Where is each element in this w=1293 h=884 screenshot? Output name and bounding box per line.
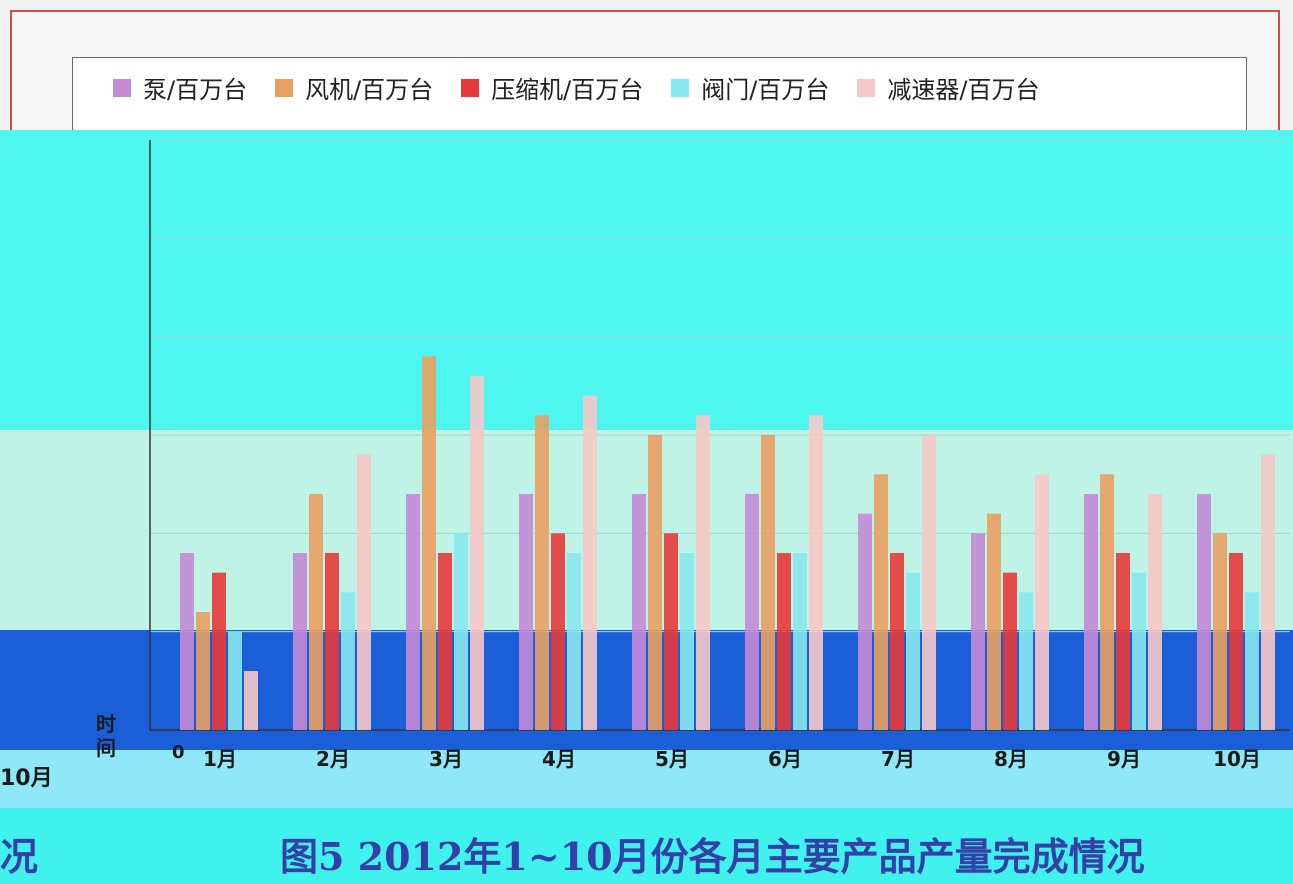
bar [632,494,646,730]
legend-item-reducer: 减速器/百万台 [857,70,1039,105]
legend-item-valve: 阀门/百万台 [671,70,829,105]
bar [567,553,581,730]
bar [212,573,226,730]
bar [793,553,807,730]
bar [325,553,339,730]
legend-label-compressor: 压缩机/百万台 [491,70,643,105]
bar [745,494,759,730]
chart-legend: 泵/百万台 风机/百万台 压缩机/百万台 阀门/百万台 减速器/百万台 [72,57,1247,132]
bar [809,415,823,730]
bar [761,435,775,730]
bar [293,553,307,730]
legend-swatch-valve [671,79,689,97]
bar [196,612,210,730]
x-tick-label: 10月 [1213,747,1261,771]
legend-label-valve: 阀门/百万台 [701,70,829,105]
caption-left-fragment: 况 [0,826,38,881]
bar [244,671,258,730]
bar [922,435,936,730]
legend-items: 泵/百万台 风机/百万台 压缩机/百万台 阀门/百万台 减速器/百万台 [113,70,1236,105]
bar [648,435,662,730]
legend-label-reducer: 减速器/百万台 [887,70,1039,105]
bar [1245,592,1259,730]
plot-band-top [0,130,1293,430]
bar [1213,533,1227,730]
bar [422,356,436,730]
chart-caption: 图5 2012年1~10月份各月主要产品产量完成情况 [280,826,1145,881]
bar [583,396,597,730]
bar [1035,474,1049,730]
bar [1132,573,1146,730]
legend-swatch-fan [275,79,293,97]
bar [357,455,371,730]
legend-item-compressor: 压缩机/百万台 [461,70,643,105]
x-tick-label: 6月 [768,747,802,771]
chart-caption-bar: 况 图5 2012年1~10月份各月主要产品产量完成情况 [0,808,1293,884]
bar [777,553,791,730]
x-tick-label: 7月 [881,747,915,771]
bar [1100,474,1114,730]
legend-item-fan: 风机/百万台 [275,70,433,105]
bar [519,494,533,730]
bar [906,573,920,730]
bar [1229,553,1243,730]
bar [470,376,484,730]
y-zero-label: 0 [172,742,185,763]
bar [874,474,888,730]
legend-swatch-pump [113,79,131,97]
bar [987,514,1001,730]
legend-label-fan: 风机/百万台 [305,70,433,105]
bar [309,494,323,730]
bar [180,553,194,730]
x-tick-label: 4月 [542,747,576,771]
bar [1019,592,1033,730]
bar [406,494,420,730]
bar [696,415,710,730]
legend-item-pump: 泵/百万台 [113,70,247,105]
bar [228,632,242,730]
bar [971,533,985,730]
bar [664,533,678,730]
x-tick-label: 8月 [994,747,1028,771]
bar [551,533,565,730]
bar-chart: 0 1月 2月 3月 4月 5月 6月 7月 8月 9月 10月 [0,130,1293,830]
bar [1261,455,1275,730]
bar [1116,553,1130,730]
bar [1197,494,1211,730]
legend-swatch-compressor [461,79,479,97]
legend-label-pump: 泵/百万台 [143,70,247,105]
bar [341,592,355,730]
bar [535,415,549,730]
bar [438,553,452,730]
x-tick-label: 5月 [655,747,689,771]
bar [858,514,872,730]
plot-area: 0 1月 2月 3月 4月 5月 6月 7月 8月 9月 10月 [0,130,1293,830]
x-axis-title: 时间 [96,712,120,760]
bar [890,553,904,730]
x-tick-label: 9月 [1107,747,1141,771]
x-tick-label: 2月 [316,747,350,771]
x-tick-label: 1月 [203,747,237,771]
left-partial-month-label: 10月 [0,760,53,792]
legend-swatch-reducer [857,79,875,97]
bar [680,553,694,730]
bar [1084,494,1098,730]
bar [454,533,468,730]
x-tick-label: 3月 [429,747,463,771]
bar [1003,573,1017,730]
bar [1148,494,1162,730]
